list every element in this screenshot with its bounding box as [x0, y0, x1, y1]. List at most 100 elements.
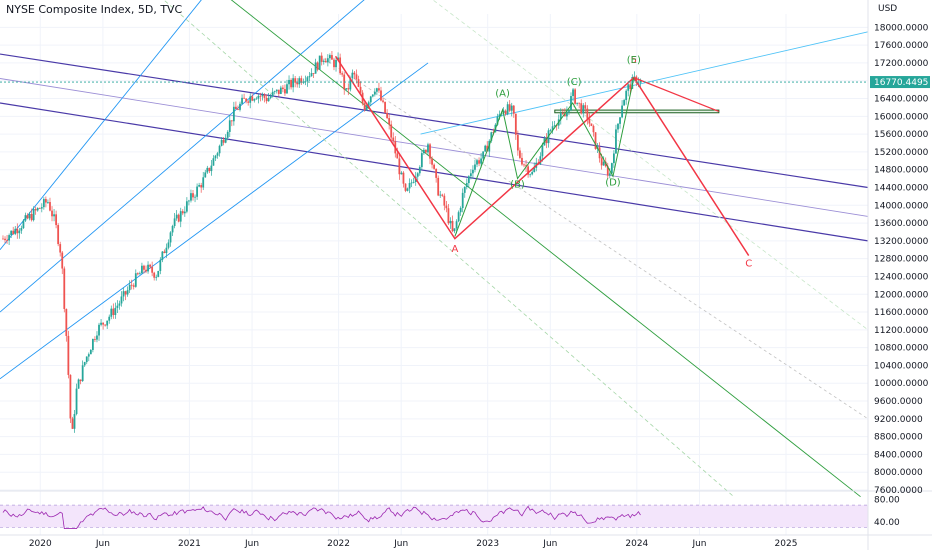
candle-body [220, 139, 223, 146]
green-fan-line[interactable] [227, 0, 861, 498]
candle-body [208, 167, 211, 172]
candle-body [623, 100, 626, 106]
candle-body [439, 194, 442, 196]
candle-body [200, 185, 203, 188]
candle-body [165, 247, 168, 254]
candle-body [185, 201, 188, 212]
candle-body [249, 96, 252, 103]
rsi-pane[interactable]: 80.00 40.00 [0, 490, 932, 529]
candle-body [147, 264, 149, 272]
candle-body [418, 167, 421, 174]
candle-body [490, 132, 493, 141]
candle-body [355, 74, 358, 80]
candle-body [629, 84, 632, 89]
candle-body [100, 322, 102, 325]
price-axis-label: 10000.0000 [874, 379, 929, 389]
price-axis-label: 11600.0000 [874, 308, 929, 318]
candle-body [253, 99, 256, 101]
time-axis-label: 2025 [775, 539, 798, 549]
candle-body [510, 105, 513, 111]
drawing-lines[interactable] [0, 0, 869, 498]
channel-upper-line[interactable] [0, 53, 869, 189]
candle-body [4, 238, 6, 241]
candle-body [171, 226, 174, 233]
candle-body [584, 105, 587, 109]
candle-body [369, 96, 372, 103]
candle-body [326, 58, 329, 63]
candle-body [549, 130, 552, 132]
candle-body [124, 291, 127, 295]
candle-body [331, 55, 333, 60]
red-wave-segment[interactable] [633, 77, 720, 113]
candle-body [328, 55, 331, 59]
price-axis-label: 12800.0000 [874, 255, 929, 265]
rsi-axis-label: 80.00 [874, 496, 900, 506]
time-axis[interactable]: 2020 Jun 2021 Jun 2022 Jun 2023 Jun 2024 Jun 2025 [0, 534, 932, 549]
wave-drawings[interactable] [334, 55, 750, 256]
candle-body [392, 137, 395, 142]
candle-body [582, 105, 585, 114]
candle-body [106, 320, 109, 326]
time-axis-label: 2023 [476, 539, 499, 549]
candle-body [590, 123, 593, 126]
candle-body [357, 79, 360, 87]
candle-body [190, 193, 192, 201]
price-axis-label: 8400.0000 [874, 450, 923, 460]
green-fan-dotted-line[interactable] [428, 0, 869, 331]
price-axis-label: 12000.0000 [874, 290, 929, 300]
candle-body [566, 111, 568, 117]
price-axis-label: 8800.0000 [874, 433, 923, 443]
candle-body [138, 273, 141, 275]
candle-body [83, 362, 86, 366]
candle-body [294, 78, 297, 83]
candle-body [635, 76, 638, 84]
candle-body [561, 113, 564, 114]
candle-body [310, 73, 313, 77]
candle-body [212, 158, 215, 166]
candle-body [312, 73, 315, 74]
range-box[interactable] [554, 109, 720, 114]
wave-label: C [745, 259, 752, 270]
green-wave-path[interactable] [454, 77, 635, 237]
price-axis-label: 15200.0000 [874, 148, 929, 158]
candle-body [216, 153, 219, 156]
blue-parallel-line[interactable] [0, 0, 204, 251]
wave-label: (A) [495, 88, 510, 99]
channel-median-line[interactable] [0, 78, 869, 217]
chart-title: NYSE Composite Index, 5D, TVC [6, 3, 183, 16]
candle-body [28, 213, 31, 219]
candle-body [404, 183, 407, 191]
rsi-axis-label: 40.00 [874, 518, 900, 528]
currency-label: USD [878, 4, 898, 14]
red-wave-path[interactable] [334, 55, 750, 256]
candle-body [122, 291, 125, 297]
candle-body [459, 208, 462, 213]
price-axis-label: 8000.0000 [874, 468, 923, 478]
candle-body [472, 169, 474, 174]
cyan-trend-line[interactable] [420, 31, 869, 135]
candle-body [625, 90, 628, 101]
candle-body [445, 205, 448, 209]
green-fan-dotted-line[interactable] [160, 0, 735, 497]
price-axis-label: 16400.0000 [874, 95, 929, 105]
candle-body [433, 164, 436, 169]
blue-parallel-line[interactable] [0, 62, 429, 380]
channel-lower-line[interactable] [0, 102, 869, 242]
price-axis-label: 12400.0000 [874, 272, 929, 282]
candle-body [273, 91, 276, 93]
candle-body [210, 165, 213, 172]
candle-body [267, 98, 270, 102]
candle-body [53, 214, 55, 217]
candle-body [371, 94, 374, 97]
candle-body [196, 186, 198, 197]
price-axis-label: 11200.0000 [874, 326, 929, 336]
candle-body [539, 156, 542, 165]
gray-dotted-line[interactable] [323, 58, 869, 420]
candle-body [482, 151, 485, 159]
candle-body [484, 145, 487, 152]
candle-body [259, 95, 262, 97]
candle-body [173, 218, 176, 227]
price-axis-label: 16000.0000 [874, 112, 929, 122]
